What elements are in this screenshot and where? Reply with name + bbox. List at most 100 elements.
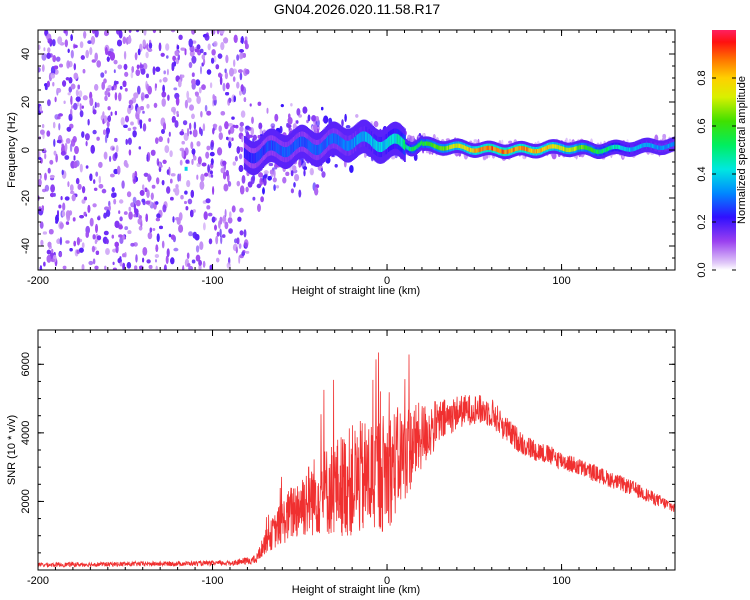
spectrogram-cell — [178, 34, 183, 40]
spectrogram-cell — [136, 30, 139, 33]
spectrogram-cell — [241, 36, 244, 44]
spectrogram-cell — [258, 122, 263, 130]
spectrogram-track-cell — [619, 145, 621, 150]
spectrogram-cell — [163, 70, 166, 75]
spectrogram-cell — [190, 141, 194, 150]
spectrogram-cell — [202, 123, 206, 132]
spectrogram-cell — [50, 72, 55, 79]
spectrogram-track-cell — [540, 147, 543, 153]
spectrogram-cell — [184, 99, 188, 109]
spectrogram-cell — [215, 235, 219, 245]
spectrogram-cell — [155, 201, 159, 205]
spectrogram-cell — [118, 92, 122, 102]
spectrogram-cell — [61, 210, 66, 217]
spectrogram-cell — [135, 69, 140, 76]
spectrogram-track-cell — [259, 149, 262, 160]
spectrogram-cell — [218, 132, 223, 141]
spectrogram-track-cell — [402, 138, 405, 149]
spectrogram-cell — [227, 217, 233, 224]
spectrogram-cell — [225, 54, 229, 64]
spectrogram-cell — [62, 265, 67, 270]
spectrogram-cell — [275, 185, 280, 189]
spectrogram-track-cell — [408, 146, 411, 151]
snr-frame — [37, 329, 676, 571]
spectrogram-cell — [93, 187, 98, 191]
spectrogram-track-cell — [331, 133, 334, 144]
spectrogram-track-cell — [597, 149, 599, 154]
spectrogram-cell — [63, 30, 67, 34]
spectrogram-track-cell — [418, 142, 421, 147]
spectrogram-cell — [218, 125, 222, 132]
spectrogram-cell — [166, 68, 169, 76]
spectrogram-track-cell — [252, 153, 255, 164]
spectrogram-cell — [51, 248, 54, 254]
spectrogram-cell — [79, 247, 84, 253]
spectrogram-cell — [191, 78, 196, 85]
spectrogram-cell — [68, 113, 73, 121]
spectrogram-track-cell — [347, 140, 350, 151]
spectrogram-cell — [162, 159, 167, 164]
spectrogram-cell — [197, 156, 202, 165]
spectrogram-cell — [229, 211, 232, 219]
spectrogram-cell — [131, 66, 134, 73]
spectrogram-cell — [321, 106, 324, 111]
spectrogram-cell — [112, 267, 117, 270]
spectrogram-cell — [145, 200, 151, 205]
spectrogram-cell — [243, 68, 248, 77]
spectrogram-cell — [290, 103, 293, 107]
spectrogram-cell — [232, 161, 236, 166]
spectrogram-track-cell — [308, 140, 311, 151]
spectrogram-cell — [49, 174, 55, 179]
spectrogram-cell — [83, 196, 87, 201]
spectrogram-cell — [142, 39, 146, 48]
spectrogram-track-cell — [521, 146, 523, 151]
spectrogram-cell — [122, 234, 125, 240]
spectrogram-cell — [122, 253, 126, 258]
spectrogram-cell — [41, 53, 47, 61]
spectrogram-cell — [81, 242, 85, 249]
spectrogram-cell — [235, 124, 239, 129]
spectrogram-track-cell — [421, 140, 423, 145]
spectrogram-cell — [119, 216, 123, 222]
spectrogram-track-cell — [346, 140, 349, 151]
spectrogram-cell — [243, 97, 247, 102]
spectrogram-cell — [148, 118, 152, 122]
spectrogram-cell — [188, 265, 194, 270]
spectrogram-cell — [231, 137, 234, 141]
spectrogram-track-cell — [484, 146, 487, 151]
spectrogram-cell — [78, 90, 83, 98]
spectrogram-cell — [81, 264, 85, 270]
spectrogram-cell — [142, 257, 145, 263]
spectrogram-cell — [83, 31, 87, 39]
spectrogram-cell — [196, 141, 201, 147]
spectrogram-track-cell — [600, 149, 603, 154]
spectrogram-cell — [90, 144, 95, 154]
spectrogram-cell — [162, 204, 167, 213]
spectrogram-cell — [156, 158, 160, 166]
spectrogram-cell — [194, 234, 200, 241]
spectrogram-track-cell — [518, 146, 521, 151]
spectrogram-track-cell — [361, 131, 363, 142]
spectrogram-track-cell — [504, 149, 506, 155]
spectrogram-cell — [83, 211, 87, 217]
spectrogram-cell — [135, 254, 138, 263]
spectrogram-cell — [94, 265, 99, 270]
spectrogram-cell — [63, 100, 66, 105]
spectrogram-cell — [185, 159, 190, 164]
spectrogram-cell — [191, 55, 197, 64]
spectrogram-cell — [133, 92, 139, 99]
spectrogram-x-tick-label: 0 — [384, 275, 390, 287]
spectrogram-cell — [286, 124, 292, 128]
spectrogram-cell — [168, 233, 172, 238]
spectrogram-track-cell — [510, 148, 513, 153]
spectrogram-cell — [199, 126, 202, 135]
spectrogram-track-cell — [659, 145, 662, 150]
spectrogram-track-cell — [397, 134, 400, 145]
spectrogram-track-cell — [449, 145, 451, 150]
spectrogram-cell — [72, 217, 76, 222]
spectrogram-cell — [201, 162, 207, 167]
spectrogram-cell — [118, 210, 121, 215]
spectrogram-cell — [239, 121, 244, 127]
spectrogram-track-cell — [483, 146, 486, 151]
spectrogram-cell — [44, 85, 48, 91]
